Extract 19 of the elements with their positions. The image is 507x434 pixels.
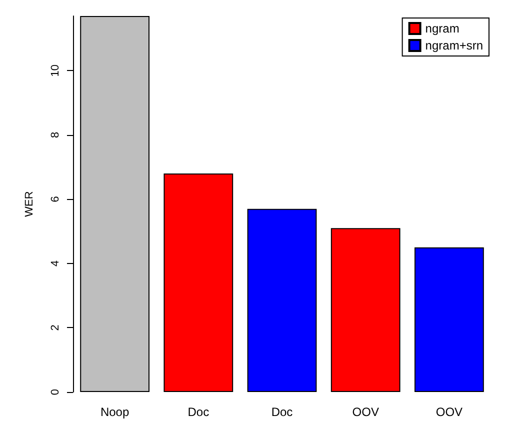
bar <box>330 228 400 392</box>
x-tick-label: OOV <box>352 405 379 419</box>
bar <box>164 173 234 392</box>
x-tick-label: Doc <box>188 405 210 419</box>
y-axis-title: WER <box>24 191 36 217</box>
bar <box>247 208 317 392</box>
y-tick-label: 10 <box>50 64 62 77</box>
x-tick-label: Noop <box>100 405 130 419</box>
y-tick-label: 0 <box>50 388 62 396</box>
legend-label: ngram+srn <box>425 38 484 52</box>
bar <box>80 16 150 392</box>
legend-label: ngram <box>425 22 460 36</box>
x-tick-label: Doc <box>271 405 293 419</box>
y-tick-label: 2 <box>50 324 62 331</box>
y-tick-label: 4 <box>50 260 62 267</box>
x-tick-label: OOV <box>436 405 463 419</box>
y-tick-label: 6 <box>50 196 62 202</box>
y-tick-label: 8 <box>50 132 62 138</box>
bar <box>414 247 484 392</box>
